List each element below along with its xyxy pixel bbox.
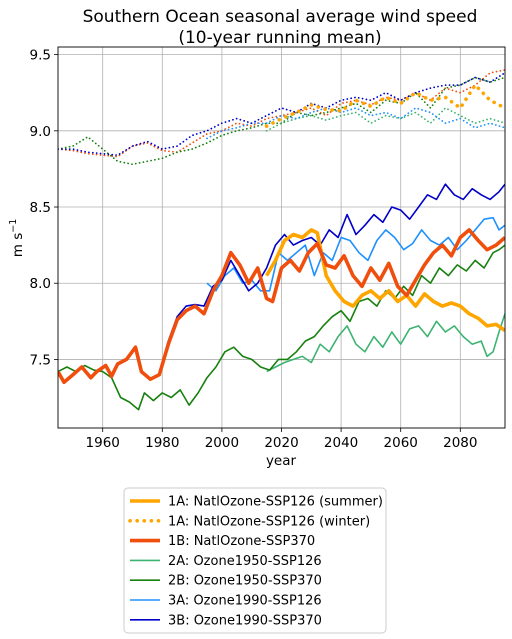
- x-tick-label: 2000: [205, 435, 239, 451]
- y-tick-label: 8.0: [30, 276, 51, 292]
- series-line-8: [58, 76, 505, 166]
- series-line-2: [58, 228, 505, 385]
- legend-frame: [123, 487, 387, 634]
- chart-title-line-1: Southern Ocean seasonal average wind spe…: [83, 7, 478, 27]
- x-axis-label: year: [266, 453, 297, 469]
- series-line-0: [265, 228, 505, 332]
- chart-title-line-2: (10-year running mean): [178, 28, 381, 48]
- x-tick-label: 2040: [324, 435, 358, 451]
- x-tick-label: 1960: [86, 435, 120, 451]
- legend-label: 3A: Ozone1990-SSP126: [168, 594, 322, 609]
- legend-label: 2A: Ozone1950-SSP126: [168, 554, 322, 569]
- x-tick-label: 2080: [443, 435, 477, 451]
- legend-label: 3B: Ozone1990-SSP370: [168, 613, 322, 628]
- y-tick-label: 7.5: [30, 352, 51, 368]
- series-line-9: [265, 107, 505, 132]
- series-line-4: [58, 244, 505, 411]
- y-axis-label: m s−1: [8, 219, 26, 258]
- series-line-1: [264, 83, 505, 128]
- legend-label: 1A: NatlOzone-SSP126 (summer): [168, 495, 383, 510]
- series-line-5: [206, 216, 505, 292]
- legend-label: 1A: NatlOzone-SSP126 (winter): [168, 514, 370, 529]
- x-tick-label: 2060: [384, 435, 418, 451]
- axis-ticks: 1960 1980 2000 2020 2040 2060 2080 7.5 8.0 8.5 9.0…: [30, 48, 478, 451]
- legend: 1A: NatlOzone-SSP126 (summer) 1A: NatlOzo…: [123, 487, 387, 634]
- y-tick-label: 9.5: [30, 48, 51, 64]
- y-tick-label: 9.0: [30, 124, 51, 140]
- series-line-3: [266, 313, 505, 373]
- y-tick-label: 8.5: [30, 200, 51, 216]
- plot-series: [58, 69, 505, 411]
- legend-label: 1B: NatlOzone-SSP370: [168, 534, 315, 549]
- x-tick-label: 1980: [145, 435, 179, 451]
- legend-label: 2B: Ozone1950-SSP370: [168, 574, 322, 589]
- series-line-11: [58, 72, 505, 157]
- x-tick-label: 2020: [264, 435, 298, 451]
- y-axis-label-exponent: −1: [8, 219, 19, 233]
- y-axis-label-base: m s: [10, 233, 26, 257]
